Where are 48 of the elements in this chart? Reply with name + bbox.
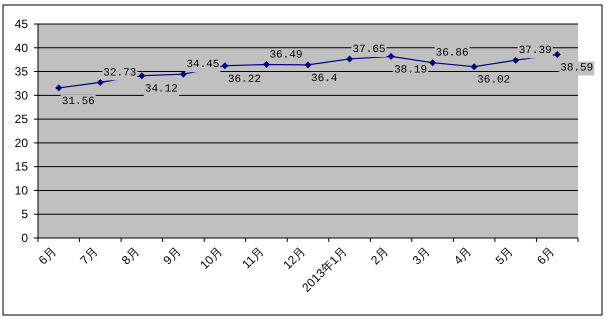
y-tick-label: 20 xyxy=(14,136,28,150)
y-tick-label: 15 xyxy=(14,160,28,174)
y-tick-label: 0 xyxy=(21,231,28,245)
point xyxy=(262,60,270,68)
point xyxy=(221,62,228,70)
point xyxy=(138,72,146,80)
point xyxy=(470,63,478,70)
y-tick-label: 40 xyxy=(14,40,28,55)
data-label: 34.12 xyxy=(144,84,178,96)
data-label: 36.49 xyxy=(269,49,302,62)
point xyxy=(346,55,354,62)
x-tick-label: 6月 xyxy=(534,244,558,268)
data-label: 36.22 xyxy=(228,74,261,86)
x-tick-label: 2月 xyxy=(368,244,392,268)
point xyxy=(304,61,312,68)
point xyxy=(55,84,62,92)
y-tick-label: 35 xyxy=(14,64,28,79)
y-tick-label: 10 xyxy=(14,183,28,198)
point xyxy=(96,78,104,86)
x-tick-label: 5月 xyxy=(492,244,516,268)
data-label: 31.56 xyxy=(62,96,95,108)
data-label: 38.19 xyxy=(394,64,428,76)
data-label: 38.59 xyxy=(560,62,594,74)
point xyxy=(429,59,436,66)
point xyxy=(180,70,187,78)
x-tick-label: 12月 xyxy=(280,244,308,272)
x-tick-label: 7月 xyxy=(77,244,100,268)
y-tick-label: 45 xyxy=(14,17,28,31)
x-tick-label: 9月 xyxy=(160,244,184,268)
data-label: 37.65 xyxy=(352,44,386,56)
y-tick-label: 25 xyxy=(14,112,28,126)
x-tick-label: 6月 xyxy=(36,244,59,268)
point xyxy=(388,52,395,60)
y-tick-label: 5 xyxy=(21,207,28,222)
x-tick-label: 10月 xyxy=(197,244,226,272)
data-label: 37.39 xyxy=(518,45,552,58)
point xyxy=(554,50,561,58)
data-label: 34.45 xyxy=(186,59,220,72)
x-tick-label: 4月 xyxy=(451,244,474,268)
data-label: 36.4 xyxy=(311,72,338,85)
point xyxy=(512,56,520,64)
x-tick-label: 3月 xyxy=(410,244,433,268)
data-label: 36.86 xyxy=(436,48,469,60)
data-label: 36.02 xyxy=(477,74,510,87)
x-tick-label: 11月 xyxy=(239,244,267,272)
y-tick-label: 30 xyxy=(14,88,28,102)
data-label: 32.73 xyxy=(103,67,136,80)
x-tick-label: 8月 xyxy=(118,244,142,268)
